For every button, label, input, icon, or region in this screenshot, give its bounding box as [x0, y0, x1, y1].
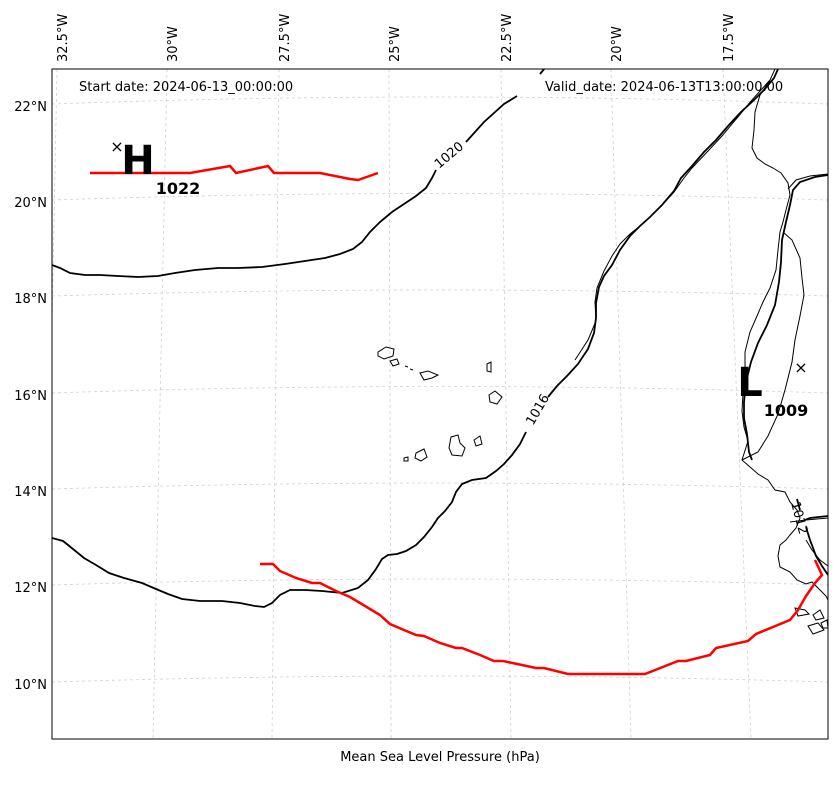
latitude-labels: 22°N 20°N 18°N 16°N 14°N 12°N 10°N [14, 100, 47, 693]
parallel [52, 96, 828, 105]
coastal-island [820, 619, 828, 629]
coastlines [377, 69, 828, 635]
africa-inland-border [741, 231, 805, 461]
high-pressure-center: × H 1022 [110, 137, 200, 198]
isobar-1020 [539, 69, 546, 75]
lon-label: 25°W [388, 26, 403, 62]
isobar-1012 [804, 515, 828, 521]
start-date-label: Start date: 2024-06-13_00:00:00 [79, 80, 293, 95]
cape-verde-island [404, 365, 409, 368]
africa-coast [741, 79, 828, 601]
meridian [271, 69, 280, 739]
cape-verde-island [414, 448, 428, 462]
graticule [52, 69, 828, 739]
trough-line [90, 164, 379, 182]
coastal-island [807, 622, 825, 635]
isobar-1012 [796, 498, 801, 511]
africa-coast [574, 69, 776, 361]
isobar-1016 [547, 69, 779, 398]
lat-label: 22°N [14, 100, 47, 115]
longitude-labels: 32.5°W 30°W 27.5°W 25°W 22.5°W 20°W 17.5… [56, 14, 737, 62]
lat-label: 12°N [14, 581, 47, 596]
cape-verde-island [419, 370, 440, 381]
coastal-island [812, 609, 825, 621]
meridian [388, 69, 392, 739]
cape-verde-island [473, 435, 483, 447]
high-value: 1022 [156, 179, 201, 198]
map-caption: Mean Sea Level Pressure (hPa) [340, 750, 540, 765]
low-pressure-center: × L 1009 [737, 358, 808, 420]
meridian [610, 69, 632, 739]
parallel [52, 193, 828, 201]
parallel [52, 482, 828, 490]
cape-verde-island [377, 346, 395, 360]
parallel [52, 675, 828, 683]
isobar-1016 [52, 431, 527, 608]
lat-label: 10°N [14, 678, 47, 693]
lon-label: 20°W [610, 26, 625, 62]
africa-inland-border [787, 173, 828, 190]
lon-label: 32.5°W [56, 14, 71, 62]
lon-label: 27.5°W [278, 14, 293, 62]
meridian [52, 69, 58, 348]
trough-line [260, 559, 824, 676]
meridian [500, 69, 512, 739]
cape-verde-island [448, 434, 466, 457]
cape-verde-island [488, 390, 503, 405]
lon-label: 22.5°W [500, 14, 515, 62]
parallel [52, 578, 828, 586]
isobar-1020 [52, 169, 437, 278]
high-cross-icon: × [110, 137, 123, 156]
map-frame [51, 68, 829, 740]
contour-label: 1016 [523, 392, 553, 428]
low-letter: L [737, 360, 763, 406]
lat-label: 14°N [14, 485, 47, 500]
low-cross-icon: × [794, 358, 807, 377]
valid-date-label: Valid_date: 2024-06-13T13:00:00.00 [545, 80, 783, 95]
parallel [52, 289, 828, 297]
lat-label: 20°N [14, 196, 47, 211]
isobars [52, 69, 828, 608]
lat-label: 18°N [14, 292, 47, 307]
contour-label: 1020 [432, 139, 467, 172]
lon-label: 17.5°W [722, 14, 737, 62]
isobar-1020 [465, 95, 518, 143]
cape-verde-island [409, 368, 414, 371]
coastal-island [794, 607, 811, 617]
high-letter: H [121, 138, 154, 184]
lon-label: 30°W [166, 26, 181, 62]
cape-verde-island [389, 358, 400, 367]
cape-verde-island [403, 456, 409, 462]
trough-lines [90, 164, 824, 676]
contour-label: 1012 [787, 500, 810, 536]
parallel [52, 386, 828, 394]
low-value: 1009 [764, 401, 809, 420]
isobar-1008 [743, 174, 828, 461]
meridian [152, 69, 168, 739]
lat-label: 16°N [14, 389, 47, 404]
cape-verde-island [486, 361, 492, 373]
meridian [722, 69, 752, 739]
isobar-1012 [805, 526, 828, 576]
